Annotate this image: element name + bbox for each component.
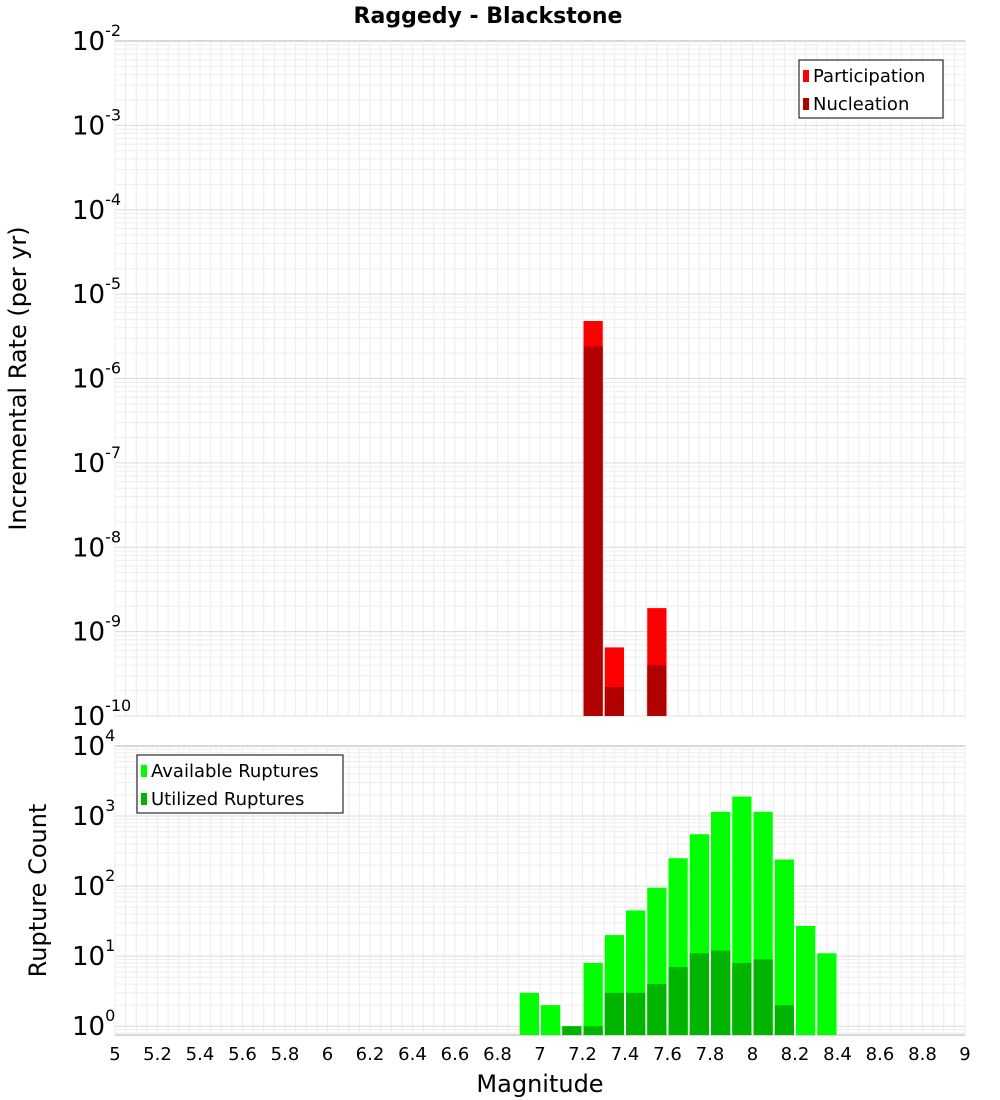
count-y-ticks: 100 101 102 103 104 bbox=[72, 726, 115, 1042]
utilized-ruptures-bar bbox=[647, 984, 667, 1035]
x-tick-label: 5.8 bbox=[271, 1044, 300, 1065]
y-tick-label: 10-4 bbox=[72, 190, 121, 226]
legend-label: Participation bbox=[813, 66, 925, 87]
count-legend: Available Ruptures Utilized Ruptures bbox=[136, 754, 344, 814]
x-tick-label: 8.2 bbox=[781, 1044, 810, 1065]
nucleation-bar bbox=[604, 687, 624, 716]
rate-panel: 10-10 10-9 10-8 10-7 10-6 10-5 10-4 10-3 10-2 In… bbox=[4, 21, 966, 732]
utilized-ruptures-bar bbox=[562, 1026, 582, 1035]
count-x-ticks: 5 5.2 5.4 5.6 5.8 6 6.2 6.4 6.6 6.8 7 7.2 7.4 7.6 7.8 8… bbox=[109, 1044, 970, 1065]
rate-legend: Participation Nucleation bbox=[798, 59, 944, 119]
legend-label: Utilized Ruptures bbox=[151, 789, 304, 810]
utilized-ruptures-bar bbox=[626, 992, 646, 1035]
utilized-ruptures-bar bbox=[668, 967, 688, 1035]
legend-swatch bbox=[141, 793, 147, 805]
y-tick-label: 10-6 bbox=[72, 359, 121, 395]
utilized-ruptures-bar bbox=[753, 959, 773, 1035]
legend-box bbox=[798, 59, 944, 119]
count-y-axis-label: Rupture Count bbox=[24, 804, 52, 978]
y-tick-label: 10-3 bbox=[72, 105, 121, 141]
x-tick-label: 6.8 bbox=[483, 1044, 512, 1065]
utilized-ruptures-bar bbox=[583, 1026, 603, 1035]
available-ruptures-bar bbox=[519, 992, 539, 1035]
y-tick-label: 103 bbox=[72, 796, 115, 832]
nucleation-bar bbox=[647, 665, 667, 716]
utilized-ruptures-bar bbox=[604, 992, 624, 1035]
nucleation-bar bbox=[583, 346, 603, 716]
y-tick-label: 10-2 bbox=[72, 21, 121, 57]
rate-grid bbox=[114, 41, 966, 717]
x-tick-label: 9 bbox=[959, 1044, 970, 1065]
x-tick-label: 7.6 bbox=[653, 1044, 682, 1065]
x-tick-label: 5 bbox=[109, 1044, 120, 1065]
legend-box bbox=[136, 754, 344, 814]
rate-y-axis-label: Incremental Rate (per yr) bbox=[4, 226, 32, 530]
x-tick-label: 5.6 bbox=[228, 1044, 257, 1065]
x-axis-label: Magnitude bbox=[476, 1070, 603, 1098]
utilized-ruptures-bar bbox=[711, 950, 731, 1035]
y-tick-label: 10-5 bbox=[72, 274, 121, 310]
y-tick-label: 10-7 bbox=[72, 443, 121, 479]
legend-swatch bbox=[803, 98, 809, 110]
y-tick-label: 100 bbox=[72, 1006, 115, 1042]
y-tick-label: 10-9 bbox=[72, 612, 121, 648]
chart-title: Raggedy - Blackstone bbox=[354, 4, 623, 29]
x-tick-label: 6.6 bbox=[441, 1044, 470, 1065]
rate-bars bbox=[583, 321, 667, 716]
available-ruptures-bar bbox=[541, 1005, 561, 1035]
x-tick-label: 5.2 bbox=[143, 1044, 172, 1065]
x-tick-label: 8 bbox=[747, 1044, 758, 1065]
legend-label: Available Ruptures bbox=[151, 761, 319, 782]
available-ruptures-bar bbox=[774, 859, 794, 1035]
available-ruptures-bar bbox=[817, 953, 837, 1035]
legend-label: Nucleation bbox=[813, 94, 909, 115]
x-tick-label: 6 bbox=[322, 1044, 333, 1065]
x-tick-label: 7.4 bbox=[611, 1044, 640, 1065]
y-tick-label: 102 bbox=[72, 866, 115, 902]
count-bars bbox=[519, 796, 837, 1035]
available-ruptures-bar bbox=[796, 925, 816, 1035]
y-tick-label: 104 bbox=[72, 726, 115, 762]
y-tick-label: 10-10 bbox=[72, 696, 131, 732]
x-tick-label: 8.4 bbox=[823, 1044, 852, 1065]
x-tick-label: 6.4 bbox=[398, 1044, 427, 1065]
y-tick-label: 101 bbox=[72, 936, 115, 972]
rate-y-ticks: 10-10 10-9 10-8 10-7 10-6 10-5 10-4 10-3 10-2 bbox=[72, 21, 131, 732]
utilized-ruptures-bar bbox=[732, 962, 752, 1035]
x-tick-label: 6.2 bbox=[356, 1044, 385, 1065]
y-tick-label: 10-8 bbox=[72, 527, 121, 563]
utilized-ruptures-bar bbox=[774, 1005, 794, 1035]
utilized-ruptures-bar bbox=[689, 953, 709, 1035]
x-tick-label: 8.8 bbox=[908, 1044, 937, 1065]
x-tick-label: 5.4 bbox=[186, 1044, 215, 1065]
x-tick-label: 8.6 bbox=[866, 1044, 895, 1065]
x-tick-label: 7 bbox=[534, 1044, 545, 1065]
x-tick-label: 7.8 bbox=[696, 1044, 725, 1065]
available-ruptures-bar bbox=[583, 962, 603, 1035]
legend-swatch bbox=[141, 765, 147, 777]
count-panel: 100 101 102 103 104 5 5.2 5.4 5.6 5.8 6 6.2 6.4 6.6 6… bbox=[24, 726, 971, 1098]
x-tick-label: 7.2 bbox=[568, 1044, 597, 1065]
legend-swatch bbox=[803, 70, 809, 82]
